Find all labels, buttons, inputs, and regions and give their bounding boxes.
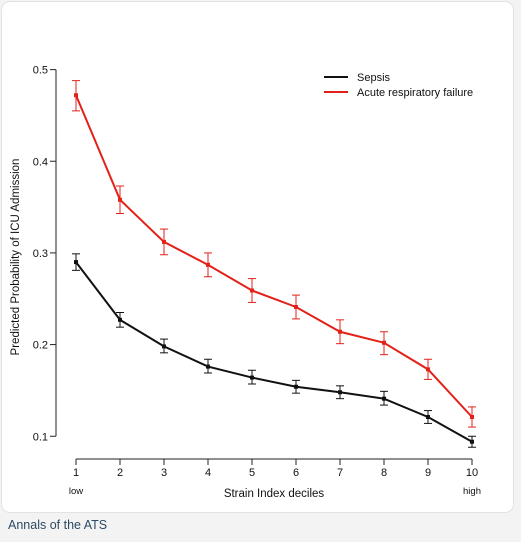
- y-tick-label: 0.4: [33, 156, 48, 168]
- data-point: [382, 396, 386, 401]
- data-point: [162, 239, 166, 244]
- x-sublabel-high: high: [463, 486, 481, 497]
- legend-label: Sepsis: [357, 72, 391, 84]
- x-tick-label: 4: [205, 467, 211, 479]
- data-point: [118, 317, 122, 322]
- legend-label: Acute respiratory failure: [357, 87, 473, 99]
- axes: 0.1 0.2 0.3 0.4 0.5 1 2 3 4 5 6 7 8 9 10 low high: [33, 65, 481, 497]
- x-axis-label: Strain Index deciles: [224, 488, 325, 500]
- series-layer: [72, 80, 476, 448]
- series-acute-respiratory-failure: [72, 80, 476, 428]
- data-point: [426, 367, 430, 372]
- x-tick-label: 10: [466, 467, 478, 479]
- figure-card: 0.1 0.2 0.3 0.4 0.5 1 2 3 4 5 6 7 8 9 10 low high Sepsis…: [1, 1, 514, 513]
- x-sublabel-low: low: [69, 486, 83, 497]
- data-point: [250, 288, 254, 293]
- data-point: [294, 305, 298, 309]
- series-line: [75, 94, 473, 418]
- data-point: [294, 384, 298, 389]
- figure-caption: Annals of the ATS: [8, 518, 108, 532]
- line-chart: 0.1 0.2 0.3 0.4 0.5 1 2 3 4 5 6 7 8 9 10 low high Sepsis…: [10, 65, 481, 500]
- x-tick-label: 8: [381, 467, 387, 479]
- data-point: [338, 390, 342, 395]
- x-tick-label: 2: [117, 467, 123, 479]
- y-tick-label: 0.3: [33, 248, 48, 260]
- data-point: [470, 439, 474, 444]
- x-tick-label: 3: [161, 467, 167, 479]
- data-point: [470, 415, 474, 419]
- data-point: [74, 93, 78, 98]
- x-tick-label: 7: [337, 467, 343, 479]
- data-point: [118, 197, 122, 202]
- data-point: [338, 329, 342, 334]
- y-axis-label: Predicted Probability of ICU Admission: [10, 159, 22, 356]
- data-point: [74, 260, 78, 265]
- data-point: [162, 344, 166, 349]
- data-point: [426, 415, 430, 419]
- x-tick-label: 5: [249, 467, 255, 479]
- series-line: [75, 261, 473, 443]
- data-point: [206, 262, 210, 267]
- y-tick-label: 0.1: [33, 431, 48, 443]
- x-tick-label: 6: [293, 467, 299, 479]
- data-point: [250, 375, 254, 380]
- data-point: [382, 340, 386, 345]
- x-tick-label: 1: [73, 467, 79, 479]
- data-point: [206, 364, 210, 369]
- y-tick-label: 0.5: [33, 65, 48, 77]
- legend: Sepsis Acute respiratory failure: [324, 72, 473, 99]
- y-tick-label: 0.2: [33, 340, 48, 352]
- series-sepsis: [72, 253, 476, 448]
- x-tick-label: 9: [425, 467, 431, 479]
